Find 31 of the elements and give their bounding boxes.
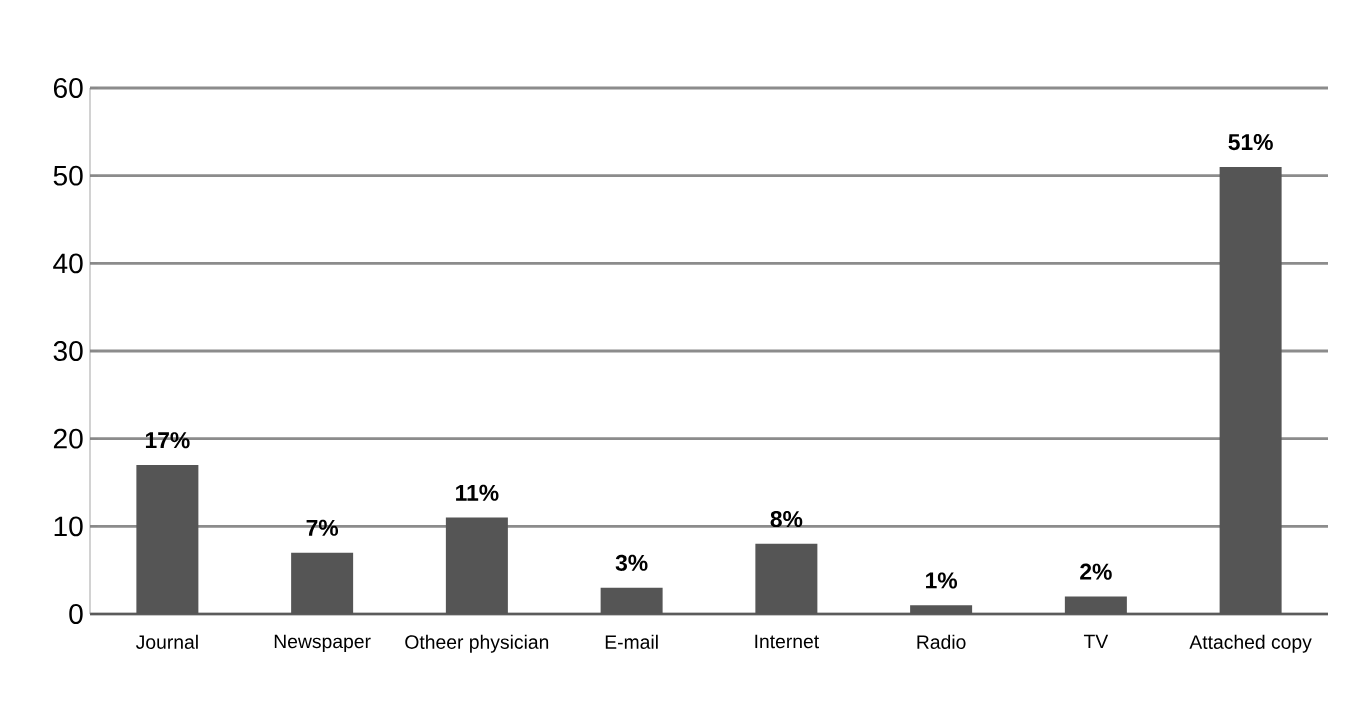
x-tick-label: Internet (755, 634, 820, 649)
y-tick-label: 40 (53, 253, 83, 274)
y-tick-label: 60 (53, 78, 83, 98)
data-label: 2% (1080, 563, 1112, 580)
bar (600, 587, 663, 614)
data-label: 8% (770, 510, 803, 528)
x-tick-label: Radio (917, 634, 966, 649)
data-label: 7% (306, 519, 339, 536)
x-tick-label: TV (1083, 634, 1109, 649)
bar (136, 464, 199, 614)
y-tick-label: 30 (53, 341, 83, 361)
x-tick-label: Otheer physician (405, 634, 549, 653)
x-tick-label: Journal (135, 634, 198, 649)
data-label: 1% (926, 572, 958, 589)
y-tick-label: 50 (53, 165, 83, 186)
bar (1219, 166, 1282, 614)
data-label: 11% (456, 484, 499, 501)
data-label: 17% (145, 432, 190, 449)
y-tick-label: 0 (69, 604, 83, 624)
bar (910, 605, 973, 614)
x-tick-label: Attached copy (1189, 634, 1312, 653)
data-label: 51% (1228, 134, 1273, 151)
y-tick-label: 20 (53, 428, 83, 449)
bar (291, 552, 354, 614)
y-tick-label: 10 (54, 516, 83, 537)
bar (445, 517, 508, 614)
bar (755, 543, 818, 614)
x-tick-label: E-mail (605, 634, 658, 649)
bar (1064, 596, 1127, 614)
x-tick-label: Newspaper (274, 634, 371, 653)
data-label: 3% (615, 554, 648, 571)
